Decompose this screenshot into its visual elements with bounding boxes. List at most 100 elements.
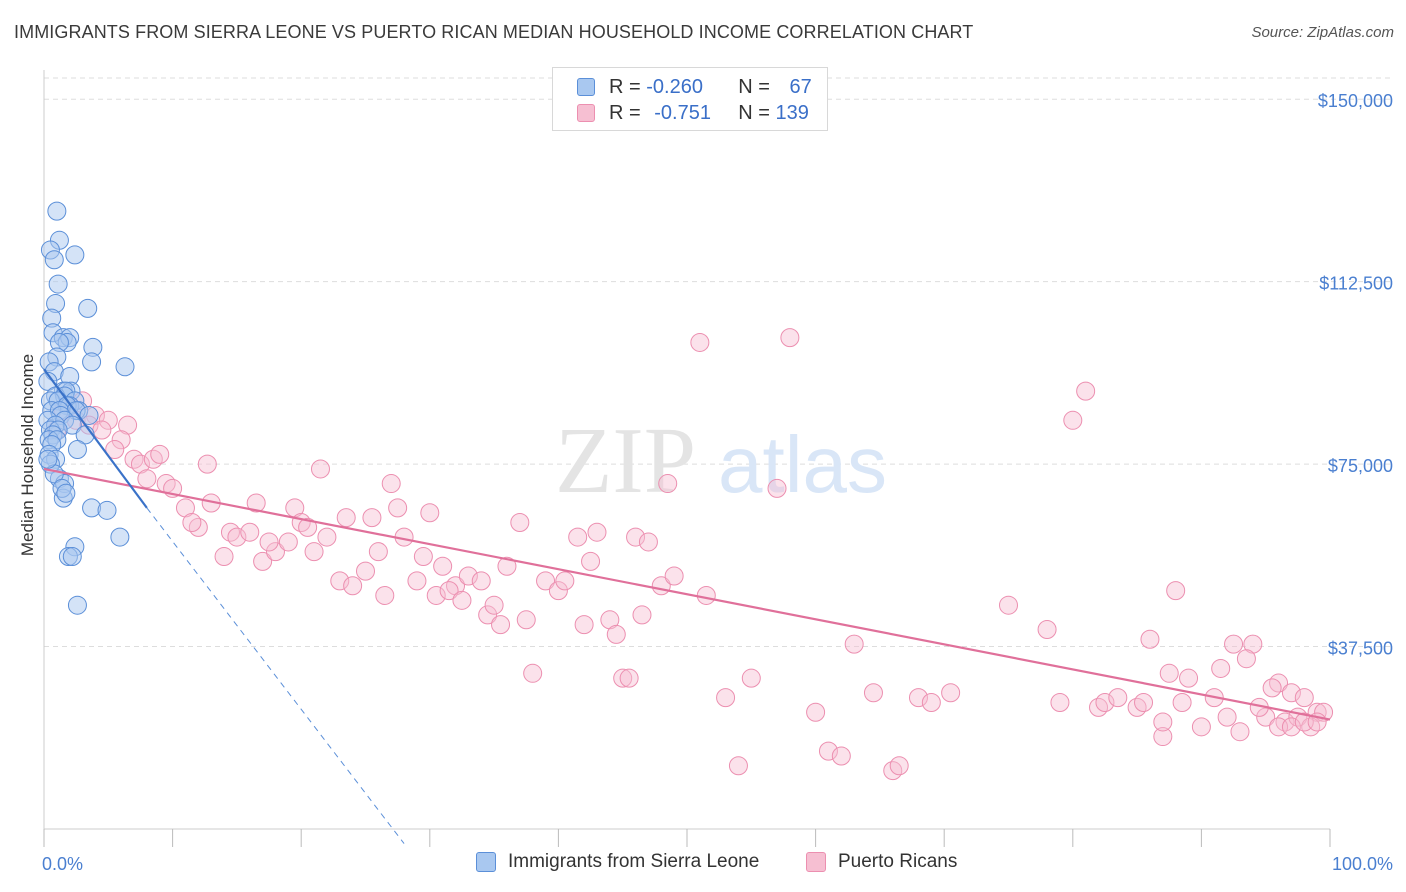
data-point-puerto-ricans	[1050, 693, 1070, 712]
data-point-puerto-ricans	[111, 430, 131, 450]
data-point-puerto-ricans	[336, 508, 356, 528]
data-point-puerto-ricans	[1095, 693, 1115, 712]
data-point-puerto-ricans	[818, 741, 838, 761]
legend-n-value: 67	[789, 75, 812, 98]
data-point-puerto-ricans	[491, 615, 511, 635]
data-point-puerto-ricans	[767, 478, 787, 498]
data-point-puerto-ricans	[1037, 620, 1057, 640]
data-point-puerto-ricans	[362, 508, 382, 528]
data-point-puerto-ricans	[413, 547, 433, 567]
data-point-sierra-leone	[67, 595, 87, 615]
data-point-puerto-ricans	[1269, 673, 1289, 693]
data-point-puerto-ricans	[137, 469, 157, 489]
data-point-puerto-ricans	[105, 440, 125, 459]
data-point-puerto-ricans	[1159, 663, 1179, 683]
data-point-puerto-ricans	[1281, 717, 1301, 737]
data-point-puerto-ricans	[188, 517, 208, 537]
data-point-puerto-ricans	[1301, 717, 1321, 737]
data-point-puerto-ricans	[1191, 717, 1211, 737]
data-point-puerto-ricans	[227, 527, 247, 547]
data-point-sierra-leone	[78, 298, 98, 318]
data-point-puerto-ricans	[555, 571, 575, 591]
data-point-puerto-ricans	[452, 590, 472, 610]
data-point-puerto-ricans	[780, 328, 800, 348]
legend-n-label: N =	[738, 101, 776, 124]
data-point-puerto-ricans	[741, 668, 761, 688]
data-point-puerto-ricans	[581, 551, 601, 571]
data-point-puerto-ricans	[1166, 581, 1186, 601]
data-point-puerto-ricans	[1211, 658, 1231, 678]
data-point-sierra-leone	[38, 371, 58, 391]
data-point-puerto-ricans	[613, 668, 633, 688]
data-point-puerto-ricans	[690, 332, 710, 352]
data-point-puerto-ricans	[606, 624, 626, 644]
data-point-sierra-leone	[38, 449, 58, 469]
data-point-puerto-ricans	[420, 503, 440, 523]
data-point-puerto-ricans	[150, 444, 170, 464]
data-point-sierra-leone	[65, 245, 85, 265]
data-point-puerto-ricans	[536, 571, 556, 591]
data-point-puerto-ricans	[619, 668, 639, 688]
data-point-puerto-ricans	[304, 542, 324, 562]
data-point-puerto-ricans	[356, 561, 375, 581]
data-point-puerto-ricans	[523, 663, 543, 683]
data-point-puerto-ricans	[1224, 634, 1244, 654]
data-point-sierra-leone	[82, 352, 102, 372]
legend-swatch-pink	[577, 104, 595, 122]
data-point-puerto-ricans	[92, 420, 112, 440]
data-point-puerto-ricans	[516, 610, 536, 630]
data-point-puerto-ricans	[921, 693, 941, 712]
bottom-swatch-blue	[476, 852, 496, 872]
data-point-puerto-ricans	[1153, 727, 1173, 747]
data-point-puerto-ricans	[471, 571, 491, 591]
bottom-legend-sierra-leone: Immigrants from Sierra Leone	[476, 851, 759, 873]
data-point-puerto-ricans	[548, 581, 568, 601]
data-point-puerto-ricans	[1275, 712, 1295, 732]
data-point-puerto-ricans	[458, 566, 478, 586]
data-point-puerto-ricans	[844, 634, 864, 654]
data-point-puerto-ricans	[863, 683, 883, 703]
data-point-puerto-ricans	[1076, 381, 1096, 401]
trend-line-sierra-leone	[43, 368, 148, 509]
legend-row-puerto-ricans: R = -0.751 N = 139	[577, 100, 809, 126]
data-point-puerto-ricans	[574, 615, 594, 635]
data-point-puerto-ricans	[343, 576, 363, 596]
data-point-puerto-ricans	[638, 532, 658, 552]
data-point-sierra-leone	[62, 547, 82, 567]
trend-line-puerto-ricans	[43, 467, 1331, 721]
data-point-sierra-leone	[115, 357, 135, 377]
data-point-puerto-ricans	[696, 585, 716, 605]
legend-r-label: R =	[609, 101, 647, 124]
data-point-puerto-ricans	[484, 595, 504, 615]
data-point-puerto-ricans	[1217, 707, 1237, 727]
y-tick-label: $37,500	[1328, 639, 1393, 659]
series-puerto-ricans	[47, 328, 1334, 781]
watermark-atlas: atlas	[718, 420, 887, 509]
data-point-puerto-ricans	[388, 498, 408, 518]
data-point-puerto-ricans	[259, 532, 279, 552]
data-point-puerto-ricans	[1134, 693, 1154, 712]
data-point-puerto-ricans	[317, 527, 337, 547]
source-label: Source: ZipAtlas.com	[1251, 24, 1394, 41]
chart-title: IMMIGRANTS FROM SIERRA LEONE VS PUERTO R…	[14, 22, 974, 42]
data-point-puerto-ricans	[1172, 693, 1192, 712]
data-point-puerto-ricans	[587, 522, 607, 542]
data-point-puerto-ricans	[497, 556, 517, 576]
data-point-puerto-ricans	[1127, 697, 1147, 717]
data-point-puerto-ricans	[632, 605, 652, 625]
data-point-puerto-ricans	[407, 571, 427, 591]
data-point-sierra-leone	[48, 274, 68, 294]
data-point-puerto-ricans	[716, 688, 736, 708]
data-point-puerto-ricans	[1063, 410, 1083, 430]
trend-lines	[43, 368, 1331, 844]
data-point-puerto-ricans	[278, 532, 298, 552]
correlation-legend: R = -0.260 N = 67 R = -0.751 N = 139	[552, 67, 828, 131]
legend-r-value: -0.751	[654, 101, 711, 124]
data-point-puerto-ricans	[439, 581, 459, 601]
data-point-puerto-ricans	[375, 585, 395, 605]
data-point-puerto-ricans	[265, 542, 285, 562]
data-point-puerto-ricans	[728, 756, 748, 776]
data-point-puerto-ricans	[658, 474, 678, 494]
data-point-sierra-leone	[56, 483, 76, 503]
data-point-puerto-ricans	[330, 571, 350, 591]
